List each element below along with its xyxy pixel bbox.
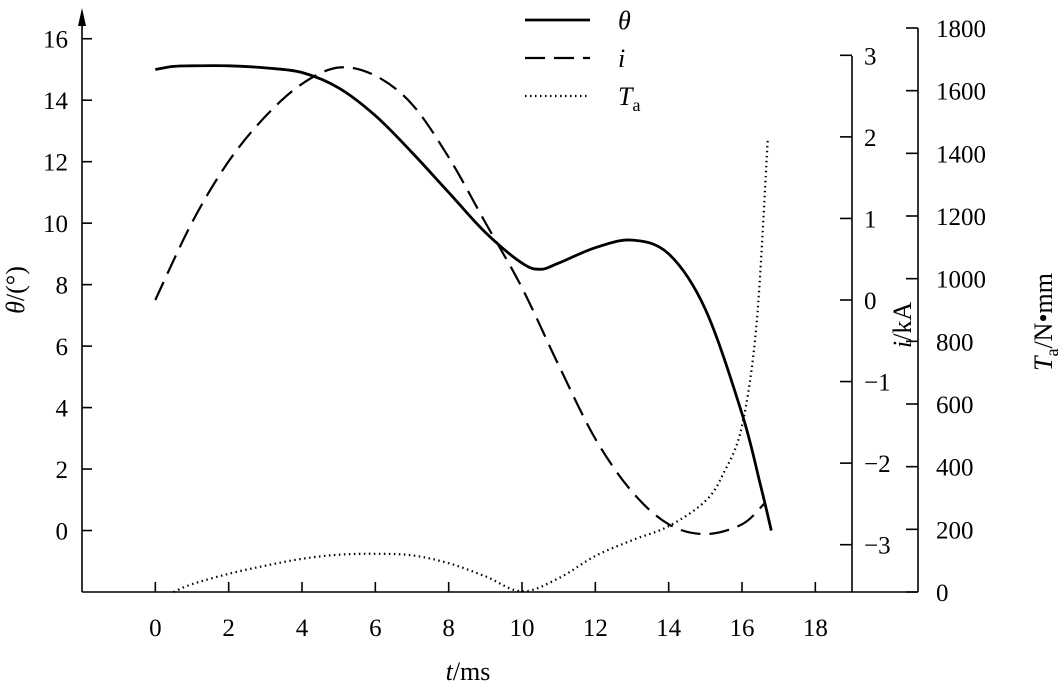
y-right2-tick-label: 1000 (936, 267, 986, 294)
y-right2-tick-label: 1200 (936, 204, 986, 231)
y-left-axis-label: θ/(°) (1, 266, 30, 314)
y-left-tick-label: 16 (43, 27, 68, 54)
y-right2-tick-label: 200 (936, 517, 974, 544)
y-left-tick-label: 14 (43, 88, 69, 115)
y-right2-tick-label: 1800 (936, 16, 986, 43)
x-tick-label: 14 (656, 615, 682, 642)
series-left-solid-line (155, 64, 773, 531)
y-right2-tick-label: 0 (936, 580, 949, 607)
x-tick-label: 0 (149, 615, 162, 642)
y-left-tick-label: 8 (56, 273, 69, 300)
y-left-tick-label: 4 (56, 396, 69, 423)
y-right1-tick-label: 1 (864, 206, 877, 233)
y-left-axis-arrow (78, 8, 86, 26)
x-tick-label: 10 (510, 615, 535, 642)
x-tick-label: 4 (296, 615, 309, 642)
x-axis-label: t/ms (446, 657, 491, 685)
series-right1-dashed-line (154, 66, 765, 536)
y-right1-tick-label: −3 (864, 533, 891, 560)
legend: θi Ta (525, 6, 640, 115)
series-right2-dotted-line (173, 140, 769, 594)
y-right1-tick-label: −2 (864, 451, 891, 478)
y-right2-tick-label: 1400 (936, 141, 986, 168)
legend-entry-label: θ (618, 6, 631, 35)
x-tick-label: 12 (583, 615, 608, 642)
y-right2-tick-label: 1600 (936, 79, 986, 106)
y-right2-tick-label: 600 (936, 392, 974, 419)
x-tick-label: 2 (222, 615, 235, 642)
axes (78, 8, 919, 593)
y-left-tick-label: 12 (43, 150, 68, 177)
y-right1-tick-label: 0 (864, 288, 877, 315)
x-tick-label: 16 (730, 615, 755, 642)
y-right1-tick-label: 2 (864, 125, 877, 152)
x-tick-label: 6 (369, 615, 382, 642)
tick-layer: 0 2 4 6 8 10 12 14 16 180246810121416−3−2−1012302… (43, 16, 986, 642)
y-left-tick-label: 0 (56, 519, 69, 546)
series-layer (154, 64, 773, 594)
y-right1-axis-label: i/kA (888, 302, 917, 348)
y-right1-tick-label: −1 (864, 370, 891, 397)
x-tick-label: 8 (442, 615, 455, 642)
y-right2-tick-label: 800 (936, 329, 974, 356)
y-left-tick-label: 2 (56, 457, 69, 484)
x-tick-label: 18 (803, 615, 828, 642)
legend-entry-label: i (618, 44, 625, 73)
y-right2-tick-label: 400 (936, 455, 974, 482)
y-left-tick-label: 10 (43, 211, 68, 238)
y-right1-tick-label: 3 (864, 43, 877, 70)
y-right2-axis-label: Ta/N•mm (1029, 273, 1058, 371)
y-left-tick-label: 6 (56, 334, 69, 361)
legend-entry-label: Ta (618, 82, 640, 115)
